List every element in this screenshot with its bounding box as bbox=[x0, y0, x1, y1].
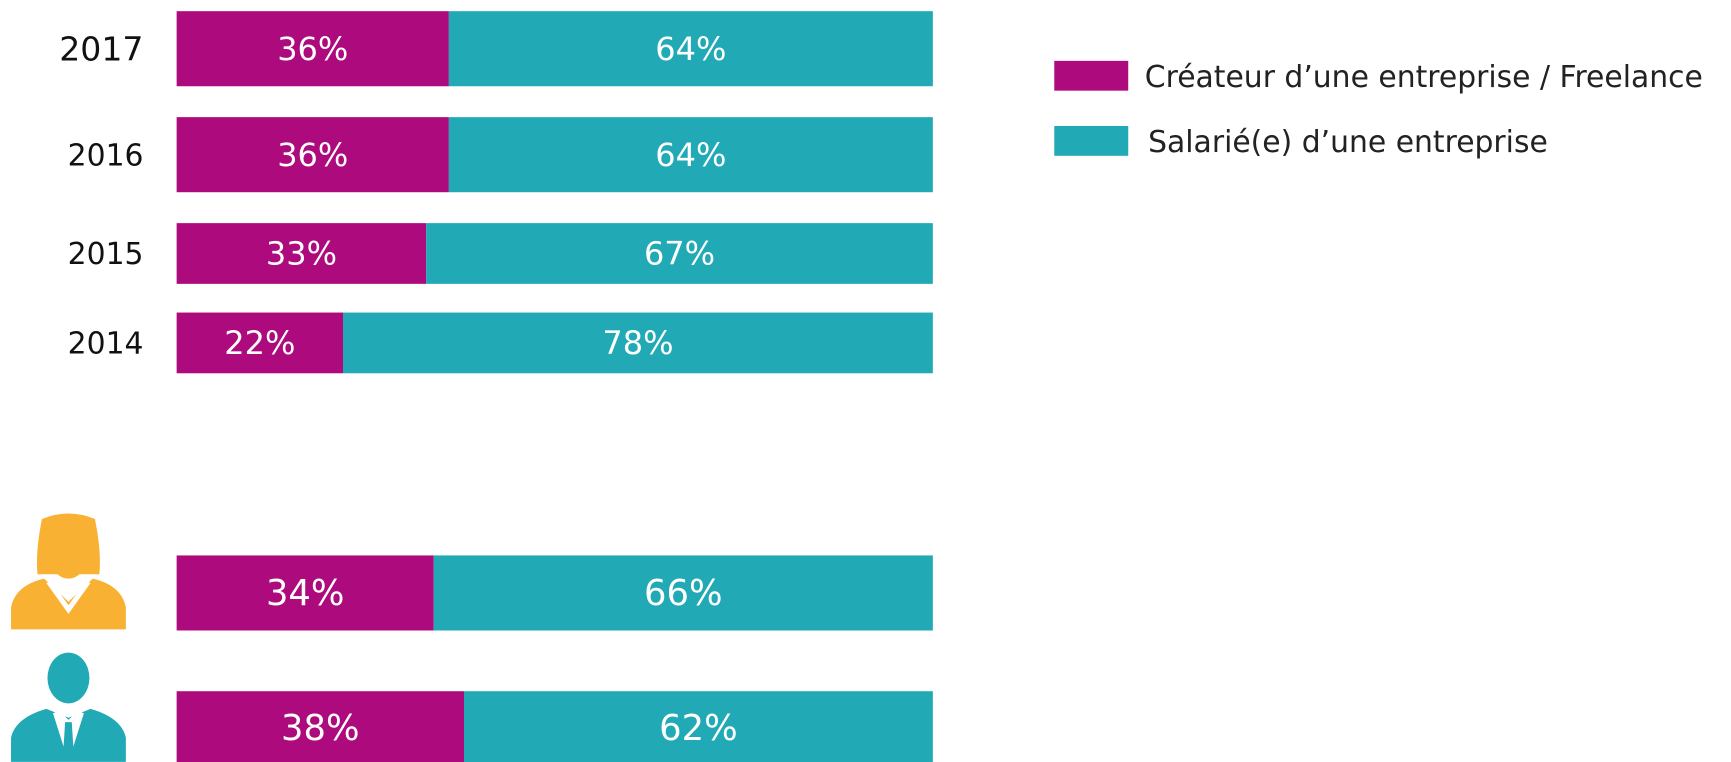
data-label: 34% bbox=[266, 573, 345, 614]
legend-label: Créateur d’une entreprise / Freelance bbox=[1145, 60, 1703, 95]
bar-segment bbox=[463, 691, 933, 762]
bar-segment bbox=[176, 555, 434, 631]
legend-swatch bbox=[1054, 125, 1129, 156]
bar-segment bbox=[176, 117, 449, 193]
bar-segment bbox=[176, 223, 427, 284]
bar-segment bbox=[426, 223, 933, 284]
y-tick-label: 2014 bbox=[68, 327, 144, 362]
data-label: 67% bbox=[644, 235, 715, 273]
y-tick-label: 2015 bbox=[68, 237, 144, 272]
bar-segment bbox=[176, 11, 449, 87]
data-label: 64% bbox=[655, 136, 726, 174]
woman-icon bbox=[11, 513, 126, 630]
data-label: 66% bbox=[644, 573, 723, 614]
data-label: 36% bbox=[277, 136, 348, 174]
data-label: 33% bbox=[266, 235, 337, 273]
y-tick-label: 2017 bbox=[59, 29, 143, 68]
data-label: 78% bbox=[602, 324, 673, 362]
data-label: 22% bbox=[224, 324, 295, 362]
y-tick-label: 2016 bbox=[68, 138, 144, 173]
legend-label: Salarié(e) d’une entreprise bbox=[1148, 125, 1548, 160]
bar-segment bbox=[176, 312, 343, 374]
bar-segment bbox=[176, 691, 464, 762]
legend-swatch bbox=[1054, 60, 1129, 91]
bar-segment bbox=[433, 555, 933, 631]
data-label: 36% bbox=[277, 30, 348, 68]
data-label: 64% bbox=[655, 30, 726, 68]
data-label: 62% bbox=[659, 708, 738, 749]
bar-segment bbox=[342, 312, 933, 374]
bar-segment bbox=[448, 117, 933, 193]
man-icon bbox=[11, 652, 126, 762]
bar-segment bbox=[448, 11, 933, 87]
data-label: 38% bbox=[281, 708, 360, 749]
